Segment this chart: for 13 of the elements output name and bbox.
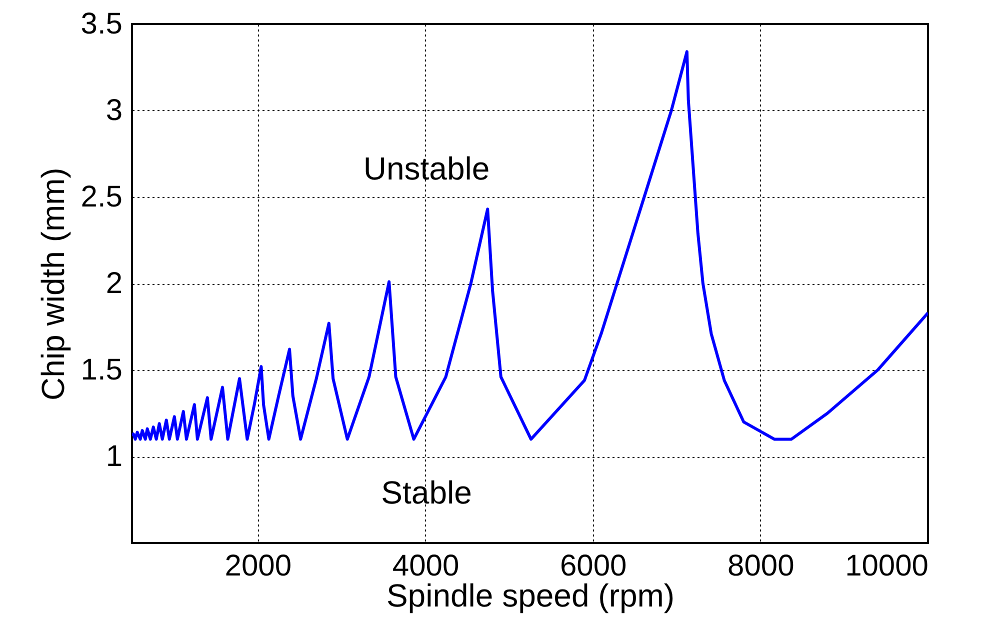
x-tick-label: 10000 [845, 550, 928, 582]
annotation: Stable [381, 474, 472, 511]
y-tick-label: 1 [106, 440, 122, 473]
y-axis-title: Chip width (mm) [34, 168, 71, 400]
y-tick-label: 2 [106, 267, 122, 300]
y-tick-label: 1.5 [80, 354, 122, 386]
x-tick-label: 2000 [224, 550, 292, 582]
y-tick-label: 2.5 [80, 180, 122, 214]
y-tick-label: 3.5 [80, 8, 122, 40]
annotation: Unstable [363, 150, 490, 186]
x-tick-label: 8000 [728, 550, 794, 582]
line-series [132, 50, 928, 441]
y-tick-label: 3 [106, 94, 122, 127]
